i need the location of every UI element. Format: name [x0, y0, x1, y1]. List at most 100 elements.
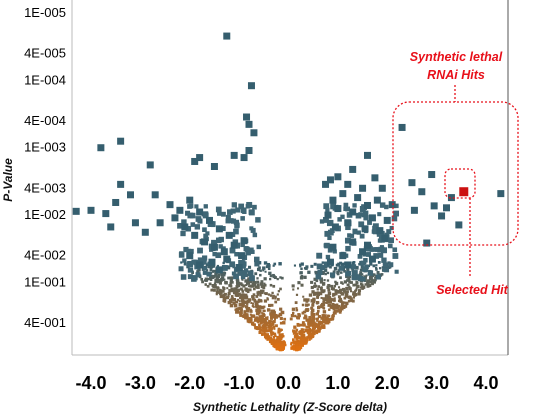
minor-point [353, 293, 357, 297]
minor-point [269, 294, 273, 297]
significant-point [324, 211, 332, 219]
minor-point [318, 291, 323, 296]
minor-point [251, 282, 254, 286]
minor-point [324, 301, 327, 304]
significant-point [188, 248, 194, 254]
significant-point [338, 265, 344, 271]
significant-point [227, 209, 233, 215]
minor-point [382, 265, 385, 269]
minor-point [279, 336, 282, 339]
minor-point [303, 298, 307, 302]
minor-point [292, 344, 296, 348]
minor-point [279, 343, 283, 347]
minor-point [264, 326, 268, 331]
minor-point [262, 313, 266, 318]
minor-point [302, 328, 305, 331]
minor-point [359, 286, 363, 289]
minor-point [266, 262, 271, 267]
minor-point [335, 282, 338, 285]
significant-point [249, 275, 255, 282]
minor-point [340, 262, 345, 266]
selected-hit-point[interactable] [459, 187, 469, 197]
significant-point [343, 206, 348, 212]
minor-point [307, 270, 311, 274]
minor-point [337, 286, 341, 289]
minor-point [227, 276, 231, 280]
significant-point [351, 275, 357, 281]
minor-point [264, 334, 268, 338]
significant-point [352, 230, 357, 235]
minor-point [214, 279, 218, 283]
minor-point [260, 280, 264, 284]
significant-point [438, 212, 446, 220]
minor-point [246, 281, 250, 285]
significant-point [212, 251, 217, 257]
minor-point [262, 266, 266, 270]
minor-point [247, 285, 251, 288]
minor-point [301, 321, 305, 325]
minor-point [254, 285, 258, 289]
significant-point [215, 252, 222, 259]
significant-point [182, 258, 187, 263]
significant-point [378, 184, 386, 192]
minor-point [330, 284, 334, 288]
minor-point [274, 334, 277, 337]
minor-point [299, 263, 302, 266]
significant-point [220, 248, 228, 256]
significant-point [324, 242, 330, 249]
significant-point [187, 274, 193, 280]
minor-point [229, 303, 234, 308]
minor-point [307, 328, 311, 332]
minor-point [245, 302, 249, 305]
minor-point [296, 345, 299, 349]
minor-point [294, 332, 299, 337]
minor-point [247, 265, 252, 269]
minor-point [258, 309, 262, 313]
significant-point [225, 218, 231, 224]
minor-point [351, 299, 355, 303]
minor-point [366, 284, 370, 288]
minor-point [347, 299, 351, 303]
significant-point [166, 201, 174, 209]
hits-callout: Synthetic lethal RNAi Hits [392, 50, 519, 246]
minor-point [353, 261, 356, 264]
significant-point [215, 225, 223, 233]
significant-point [329, 228, 335, 234]
significant-point [371, 174, 379, 182]
minor-point [237, 284, 241, 288]
significant-point [196, 208, 204, 216]
minor-point [275, 344, 279, 349]
minor-point [263, 282, 266, 285]
significant-point [197, 257, 204, 263]
minor-point [378, 267, 382, 270]
minor-point [265, 265, 269, 269]
minor-point [321, 314, 325, 318]
significant-point [210, 243, 218, 251]
minor-point [222, 299, 226, 303]
minor-point [246, 290, 250, 294]
significant-point [345, 224, 351, 231]
minor-point [354, 283, 358, 287]
significant-point [362, 210, 369, 217]
minor-point [273, 262, 277, 266]
minor-point [249, 309, 253, 313]
significant-point [389, 225, 394, 231]
significant-point [430, 202, 438, 210]
minor-point [333, 299, 336, 302]
significant-point [387, 243, 393, 249]
hits-callout-line-2: RNAi Hits [427, 68, 485, 82]
x-axis-label: Synthetic Lethality (Z-Score delta) [193, 400, 387, 414]
minor-point [311, 323, 314, 326]
significant-point [233, 228, 239, 235]
significant-point [202, 227, 207, 233]
significant-point [319, 219, 325, 224]
minor-point [269, 320, 273, 323]
significant-point [177, 222, 183, 229]
minor-point [292, 340, 295, 344]
minor-point [235, 287, 238, 291]
minor-point [263, 283, 267, 287]
minor-point [315, 312, 320, 316]
minor-point [347, 283, 350, 286]
minor-point [310, 285, 314, 290]
